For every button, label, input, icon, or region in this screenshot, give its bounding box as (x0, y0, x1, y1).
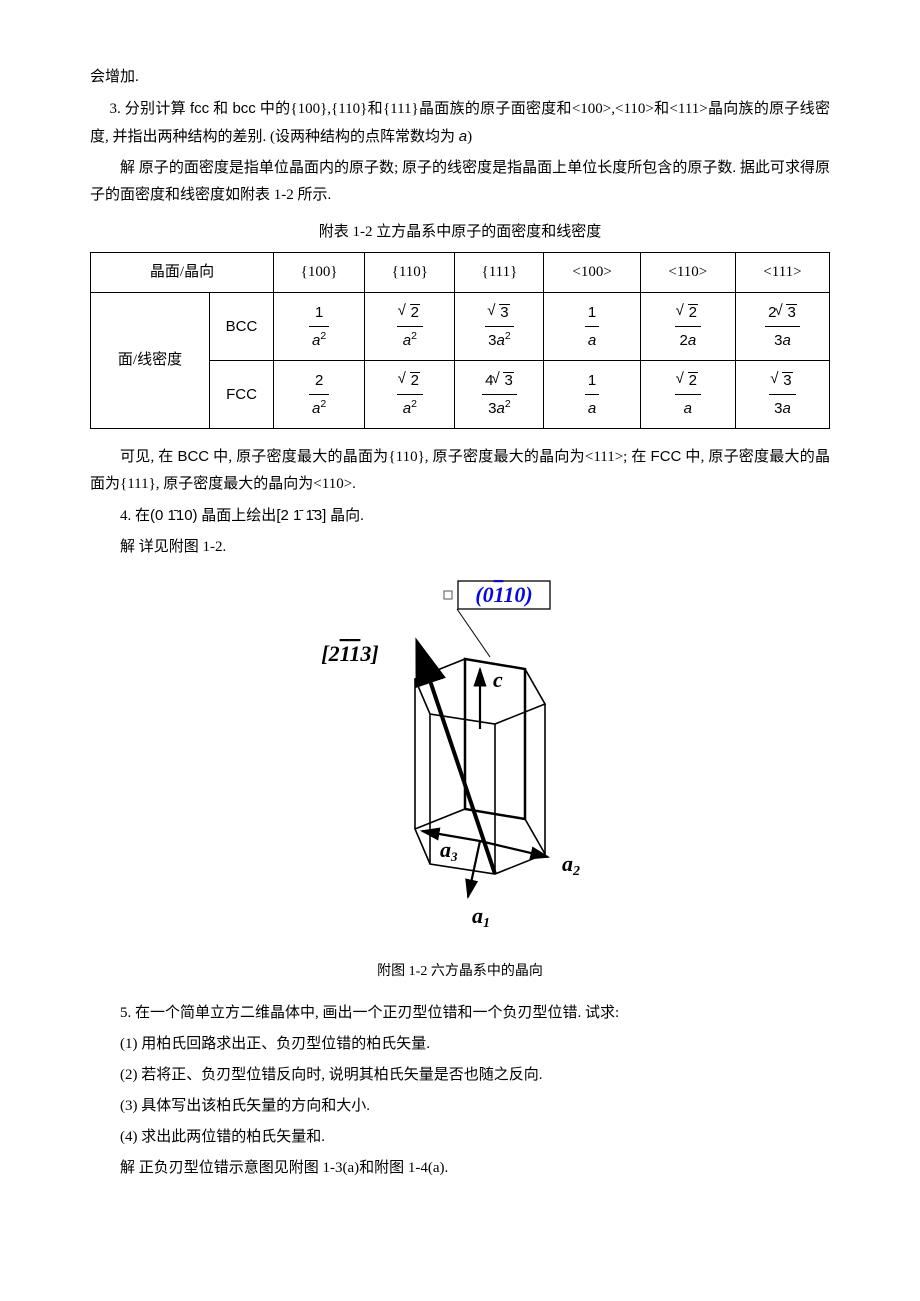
row-label: 面/线密度 (91, 293, 210, 429)
intro-text: 会增加. (90, 64, 830, 91)
q5-answer: 解 正负刃型位错示意图见附图 1-3(a)和附图 1-4(a). (90, 1155, 830, 1182)
cell: 1a2 (274, 293, 365, 361)
col-header: <111> (735, 253, 829, 293)
q4-prompt: 4. 在(0 1̄10) 晶面上绘出[2 1̄ 1̄3] 晶向. (90, 502, 830, 530)
cell: 433a2 (455, 361, 544, 429)
col-header: 晶面/晶向 (91, 253, 274, 293)
col-header: <110> (640, 253, 735, 293)
q3-prompt: 3. 分别计算 fcc 和 bcc 中的{100},{110}和{111}晶面族… (90, 95, 830, 151)
cell: 1a (544, 293, 640, 361)
q5-prompt: 5. 在一个简单立方二维晶体中, 画出一个正刃型位错和一个负刃型位错. 试求: (90, 1000, 830, 1027)
figure-hex-prism: (0110) [2113] c a2 a1 a3 (90, 579, 830, 949)
cell: 22a (640, 293, 735, 361)
q5-item: (1) 用柏氏回路求出正、负刃型位错的柏氏矢量. (90, 1031, 830, 1058)
col-header: {111} (455, 253, 544, 293)
cell: 1a (544, 361, 640, 429)
q5-item: (2) 若将正、负刃型位错反向时, 说明其柏氏矢量是否也随之反向. (90, 1062, 830, 1089)
cell: 2a2 (365, 293, 455, 361)
q5-item: (3) 具体写出该柏氏矢量的方向和大小. (90, 1093, 830, 1120)
density-table: 晶面/晶向 {100} {110} {111} <100> <110> <111… (90, 252, 830, 429)
table-header-row: 晶面/晶向 {100} {110} {111} <100> <110> <111… (91, 253, 830, 293)
svg-text:[2113]: [2113] (321, 641, 378, 666)
q5-item: (4) 求出此两位错的柏氏矢量和. (90, 1124, 830, 1151)
cell: 2a (640, 361, 735, 429)
table-caption: 附表 1-2 立方晶系中原子的面密度和线密度 (90, 219, 830, 246)
q4-answer: 解 详见附图 1-2. (90, 534, 830, 561)
table-row: 面/线密度 BCC 1a2 2a2 33a2 1a 22a 233a (91, 293, 830, 361)
svg-text:a2: a2 (562, 851, 580, 879)
svg-text:c: c (493, 667, 503, 692)
col-header: {110} (365, 253, 455, 293)
cell: 2a2 (274, 361, 365, 429)
col-header: <100> (544, 253, 640, 293)
cell: 33a2 (455, 293, 544, 361)
cell: 233a (735, 293, 829, 361)
svg-text:a1: a1 (472, 903, 490, 931)
svg-text:(0110): (0110) (475, 582, 532, 607)
struct-cell: FCC (210, 361, 274, 429)
q3-conclusion: 可见, 在 BCC 中, 原子密度最大的晶面为{110}, 原子密度最大的晶向为… (90, 443, 830, 498)
cell: 2a2 (365, 361, 455, 429)
cell: 33a (735, 361, 829, 429)
struct-cell: BCC (210, 293, 274, 361)
svg-text:a3: a3 (440, 837, 458, 864)
figure-caption: 附图 1-2 六方晶系中的晶向 (90, 959, 830, 984)
q3-answer: 解 原子的面密度是指单位晶面内的原子数; 原子的线密度是指晶面上单位长度所包含的… (90, 155, 830, 209)
col-header: {100} (274, 253, 365, 293)
